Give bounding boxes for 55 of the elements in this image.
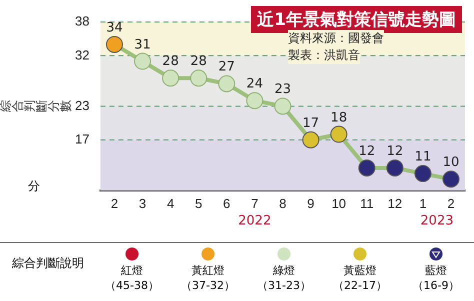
- data-label: 11: [414, 150, 432, 165]
- data-label: 10: [442, 155, 460, 170]
- text: 紅燈（45-38）: [104, 263, 160, 293]
- x-tick-label: 2: [110, 196, 118, 211]
- point: [190, 70, 208, 87]
- annotation: 資料來源：國發會: [288, 30, 384, 47]
- point: [106, 36, 123, 53]
- y-tick-label: 23: [74, 98, 90, 113]
- data-label: 28: [190, 54, 207, 70]
- text: 2022: [238, 213, 272, 228]
- text: 分: [28, 178, 40, 195]
- x-tick-label: 1: [419, 196, 427, 211]
- point: [386, 159, 404, 176]
- y-tick-label: 38: [74, 14, 90, 29]
- x-tick-label: 2: [447, 196, 455, 211]
- text: 黃紅燈（37-32）: [180, 263, 236, 293]
- point: [274, 98, 292, 115]
- x-tick-label: 4: [166, 196, 174, 211]
- point: [218, 75, 236, 92]
- y-tick-label: 17: [74, 131, 90, 146]
- x-tick-label: 9: [307, 196, 314, 211]
- data-label: 24: [246, 76, 263, 92]
- point: [134, 52, 152, 70]
- point: [442, 170, 460, 188]
- point: [246, 92, 264, 110]
- chart-title: 近1年景氣對策信號走勢圖: [257, 10, 456, 30]
- x-tick-label: 3: [138, 196, 146, 211]
- text: 綠燈（31-23）: [256, 263, 312, 293]
- point: [358, 159, 376, 176]
- text: 藍燈（16-9）: [412, 263, 460, 293]
- x-tick-label: 12: [388, 196, 402, 211]
- data-label: 12: [386, 144, 404, 159]
- x-tick-label: 11: [360, 196, 374, 211]
- data-label: 34: [106, 20, 123, 36]
- x-tick-label: 8: [279, 196, 286, 211]
- point: [302, 131, 320, 148]
- data-label: 18: [330, 110, 348, 126]
- y-tick-label: 32: [74, 47, 90, 62]
- annotation: 製表：洪凱音: [288, 47, 360, 64]
- data-label: 27: [218, 60, 235, 75]
- data-label: 12: [358, 144, 376, 159]
- point: [414, 165, 432, 182]
- data-label: 31: [134, 37, 151, 52]
- x-tick-label: 5: [194, 196, 202, 211]
- text: 2023: [420, 213, 454, 228]
- x-tick-label: 6: [223, 196, 230, 211]
- point: [162, 70, 180, 87]
- data-label: 17: [302, 116, 320, 131]
- data-label: 23: [274, 82, 292, 98]
- point: [330, 126, 348, 143]
- data-label: 28: [162, 54, 179, 70]
- text: 黃藍燈（22-17）: [332, 263, 388, 293]
- text: 綜合判斷說明: [12, 255, 84, 272]
- x-tick-label: 7: [251, 196, 258, 211]
- x-tick-label: 10: [332, 196, 346, 211]
